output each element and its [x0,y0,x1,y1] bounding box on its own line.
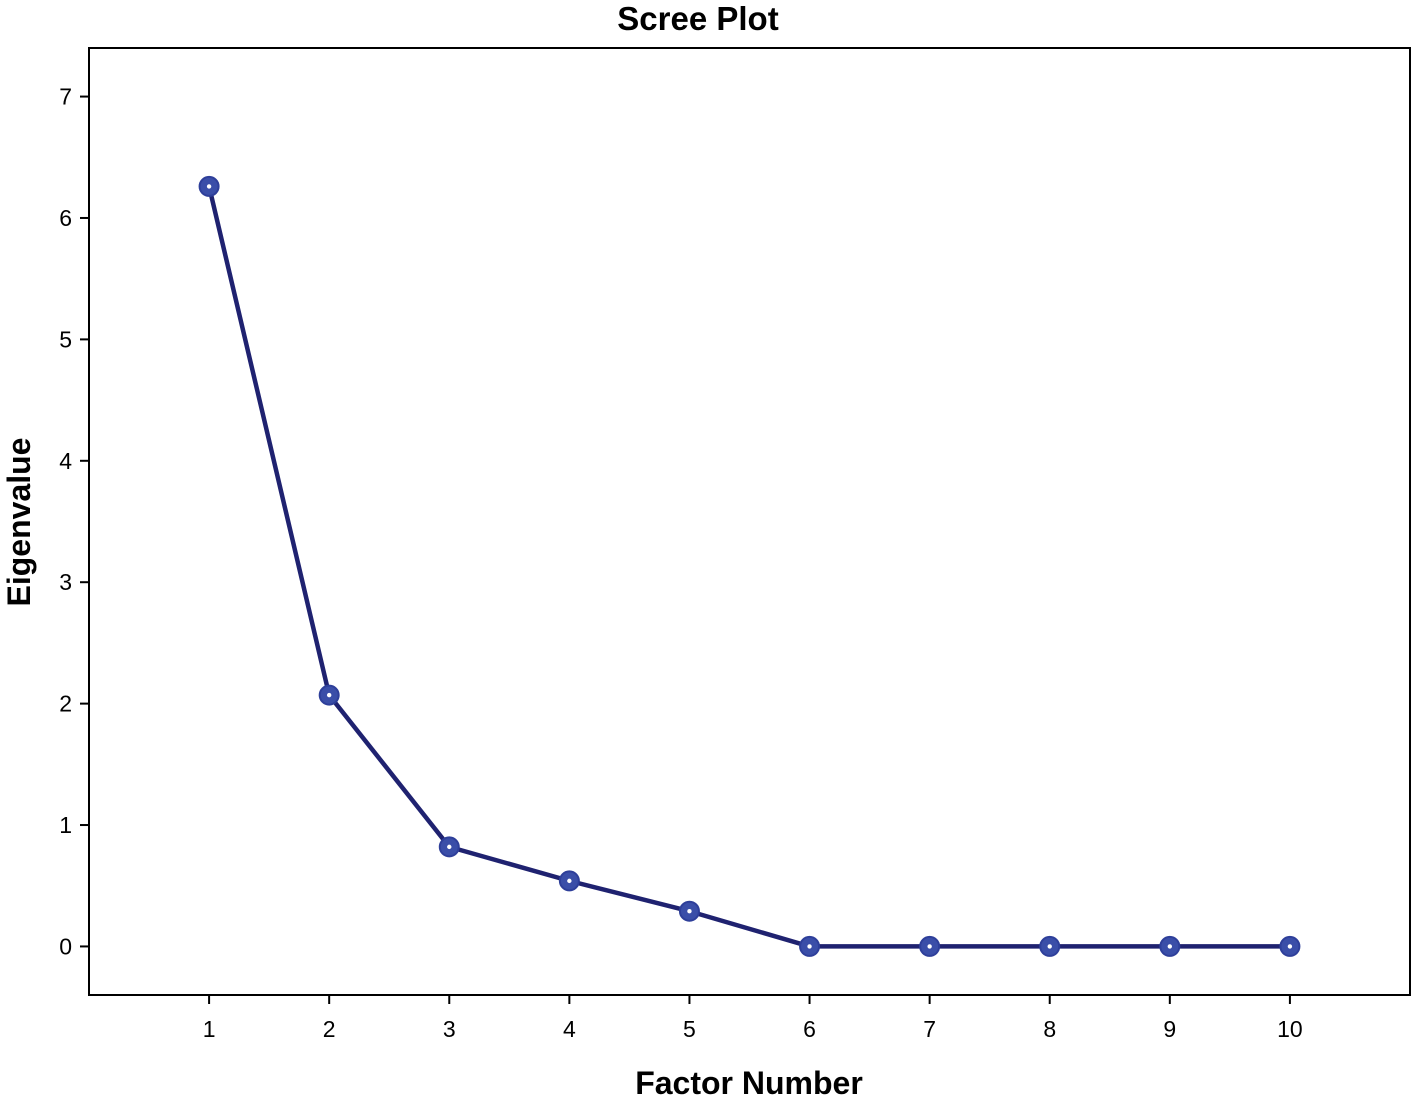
y-tick-label: 7 [59,84,72,110]
y-axis-label: Eigenvalue [1,438,37,607]
eigenvalue-series-line [206,185,1290,949]
x-tick-label: 10 [1277,1016,1303,1042]
y-axis-ticks: 0 1 2 3 4 5 6 7 [59,84,89,959]
data-point-center [567,878,572,884]
x-axis-label: Factor Number [635,1065,863,1099]
x-tick-label: 7 [923,1016,936,1042]
x-tick-label: 3 [443,1016,456,1042]
data-point-center [1047,944,1052,949]
x-tick-label: 4 [563,1016,576,1042]
y-tick-label: 4 [59,448,72,474]
data-point-center [326,692,332,698]
x-axis-ticks: 1 2 3 4 5 6 7 8 9 10 [203,995,1303,1042]
y-tick-label: 0 [59,933,72,959]
eigenvalue-points [198,175,1301,957]
data-point-center [447,844,452,850]
data-point-center [1167,944,1173,949]
x-tick-label: 1 [203,1016,216,1042]
data-point-center [807,944,812,949]
x-tick-label: 5 [683,1016,696,1042]
y-tick-label: 6 [59,205,72,231]
y-tick-label: 5 [59,326,72,352]
y-tick-label: 3 [59,569,72,595]
x-tick-label: 8 [1043,1016,1056,1042]
chart-title: Scree Plot [617,0,778,37]
x-tick-label: 9 [1163,1016,1176,1042]
data-point-center [1287,944,1293,949]
data-point-center [927,944,932,949]
x-tick-label: 2 [323,1016,336,1042]
data-point-center [206,184,212,189]
plot-area-frame [88,47,1411,996]
x-tick-label: 6 [803,1016,816,1042]
data-point-center [687,909,692,914]
y-tick-label: 2 [59,691,72,717]
y-tick-label: 1 [59,812,72,838]
